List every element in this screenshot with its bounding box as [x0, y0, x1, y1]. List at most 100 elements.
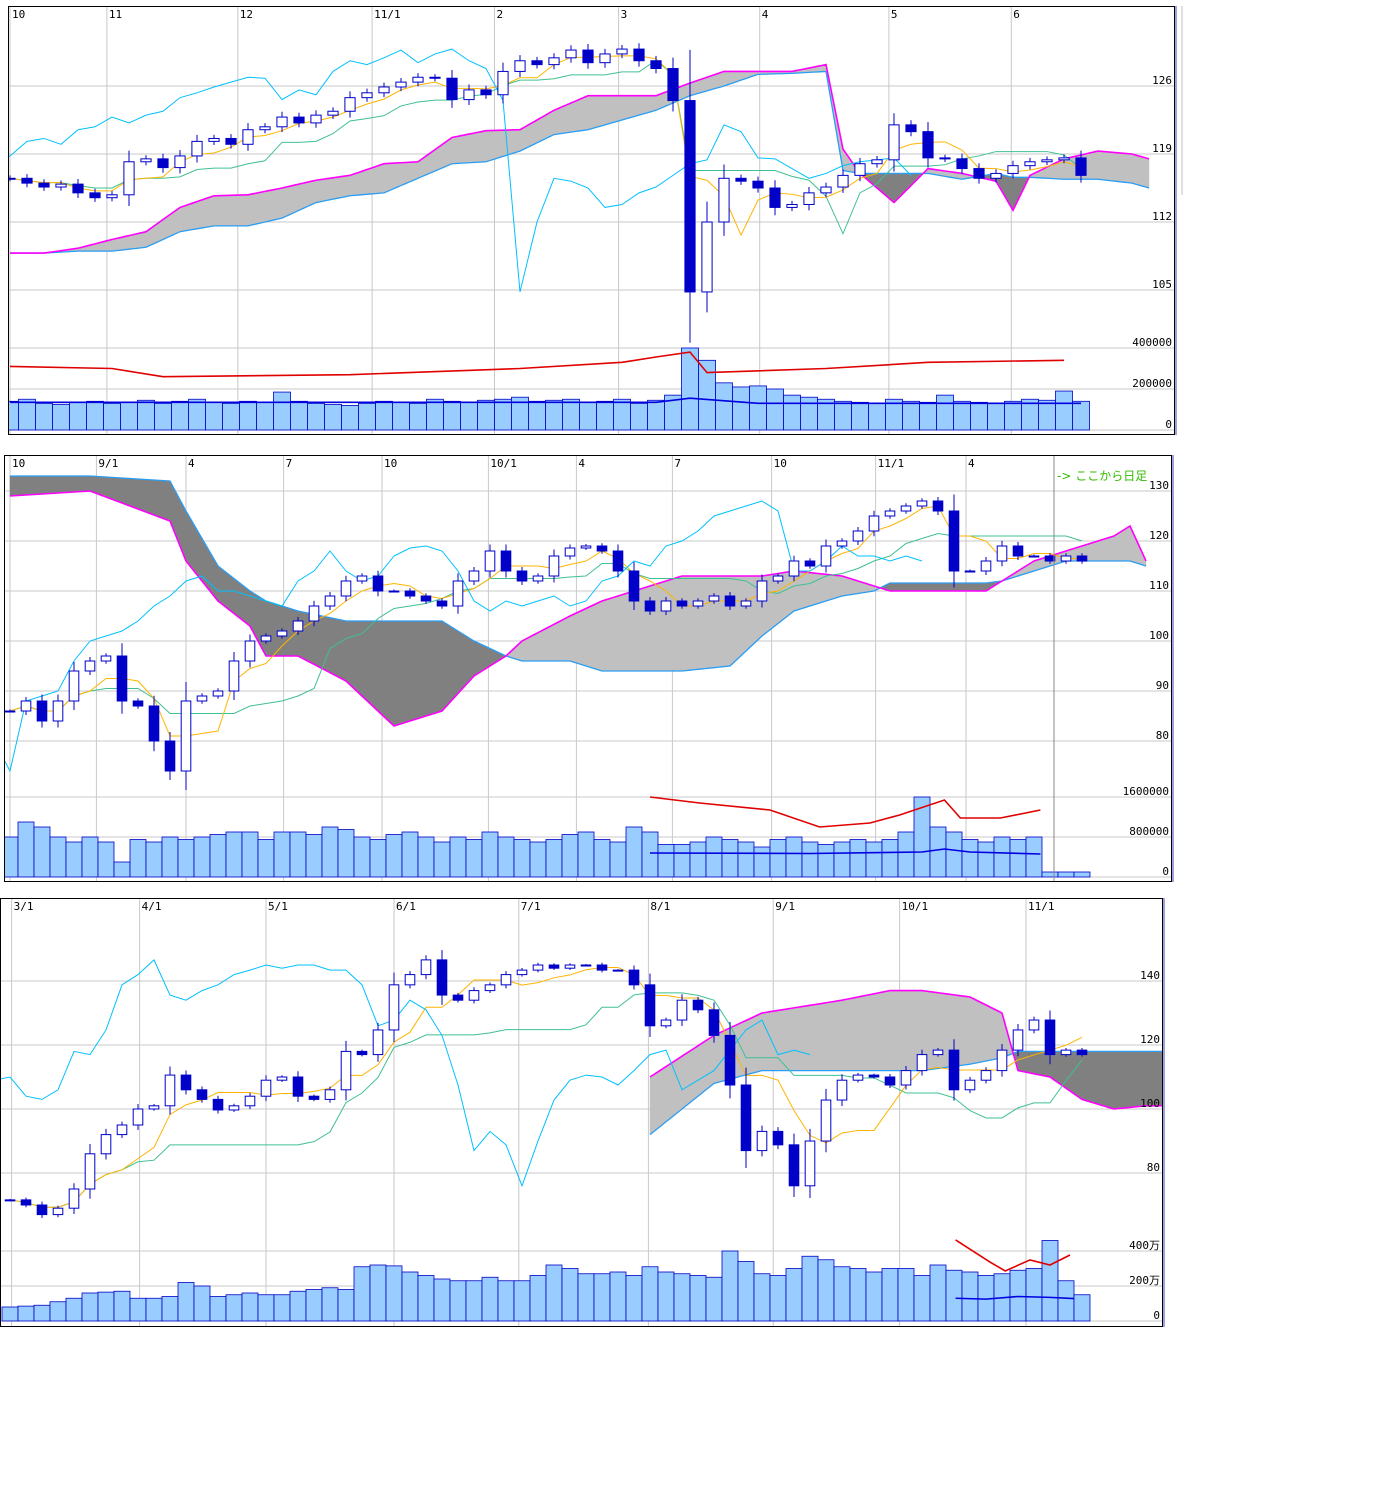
volume-bar: [737, 1261, 755, 1322]
volume-bar: [849, 839, 867, 878]
volume-bar: [641, 831, 659, 878]
cloud-segment: [833, 1000, 839, 1071]
volume-bar: [369, 1264, 387, 1322]
volume-bar: [513, 1280, 531, 1322]
candle: [772, 1127, 784, 1150]
candle: [564, 544, 576, 560]
cloud-segment: [465, 635, 471, 686]
cloud-segment: [218, 195, 223, 227]
volume-bar: [417, 836, 435, 878]
candle: [404, 588, 416, 599]
cloud-segment: [13, 475, 19, 497]
volume-axis-label: 0: [1153, 1309, 1160, 1322]
time-axis-label: 7: [286, 457, 293, 470]
cloud-segment: [1081, 1051, 1087, 1101]
candle-body-up: [324, 1089, 336, 1100]
volume-bar: [698, 359, 716, 431]
cloud-segment: [175, 206, 181, 235]
cloud-segment: [657, 581, 663, 672]
volume-bar: [113, 861, 131, 878]
candle-body-up: [820, 545, 832, 567]
cloud-segment: [532, 119, 538, 146]
cloud-segment: [829, 1001, 835, 1071]
plot-area: [8, 6, 1175, 435]
candle: [1041, 156, 1053, 166]
candle-body-up: [660, 600, 672, 612]
cloud-segment: [256, 191, 261, 225]
volume-bar: [401, 1271, 419, 1322]
cloud-segment: [601, 599, 607, 672]
candle-body-up: [191, 140, 203, 157]
candle: [123, 150, 135, 206]
cloud-segment: [157, 479, 163, 519]
candle-body-down: [612, 550, 624, 572]
volume-bar: [321, 1287, 339, 1322]
cloud-segment: [453, 628, 459, 699]
candle-body-up: [174, 155, 186, 169]
volume-bar: [289, 1290, 307, 1322]
candle: [836, 538, 848, 549]
candle-body-up: [599, 53, 611, 64]
candle: [516, 567, 528, 585]
candle: [1076, 1048, 1088, 1057]
candle-body-down: [788, 1144, 800, 1187]
cloud-segment: [653, 1071, 659, 1132]
candle: [340, 575, 352, 602]
volume-bar: [753, 1273, 771, 1322]
cloud-segment: [341, 619, 347, 682]
candle-body-up: [388, 590, 400, 593]
candle-body-down: [356, 1050, 368, 1056]
cloud-segment: [413, 620, 419, 721]
candle-body-up: [132, 1108, 144, 1126]
candle: [420, 955, 432, 980]
candle-body-down: [36, 700, 48, 722]
cloud-segment: [1025, 1051, 1031, 1074]
time-axis-label: 11/1: [1028, 900, 1055, 913]
price-axis-label: 80: [1156, 729, 1169, 742]
candle-body-up: [996, 545, 1008, 562]
candle: [1044, 1010, 1056, 1065]
cloud-segment: [375, 164, 380, 194]
cloud-segment: [185, 510, 191, 567]
candle: [308, 1094, 320, 1102]
candle: [888, 113, 900, 172]
cloud-segment: [197, 530, 203, 582]
volume-bar: [137, 399, 155, 431]
volume-bar: [817, 1259, 835, 1322]
candle-body-down: [446, 77, 458, 101]
candle: [21, 174, 33, 188]
time-axis-label: 7/1: [521, 900, 541, 913]
cloud-segment: [109, 476, 115, 501]
cloud-segment: [1110, 151, 1116, 182]
cloud-segment: [689, 81, 695, 97]
candle: [868, 1073, 880, 1079]
cloud-segment: [1045, 1051, 1051, 1078]
cloud-segment: [354, 172, 359, 196]
cloud-segment: [541, 628, 547, 662]
cloud-segment: [129, 478, 135, 508]
candle: [212, 688, 224, 699]
volume-bar: [657, 844, 675, 878]
candle-body-down: [667, 68, 679, 102]
candle-body-down: [36, 1204, 48, 1216]
cloud-segment: [929, 582, 935, 592]
candle: [293, 112, 305, 128]
candle-body-up: [100, 1134, 112, 1155]
candle: [667, 57, 679, 112]
volume-bar: [936, 394, 954, 431]
cloud-segment: [133, 233, 138, 249]
candle-body-up: [854, 163, 866, 176]
plot-background: [0, 898, 1163, 1327]
candle: [72, 179, 84, 198]
cloud-segment: [61, 475, 67, 494]
volume-bar: [385, 834, 403, 878]
cloud-segment: [161, 480, 167, 520]
cloud-segment: [562, 104, 567, 134]
cloud-segment: [468, 132, 474, 164]
candle: [372, 1022, 384, 1062]
cloud-segment: [677, 575, 683, 672]
cloud-segment: [953, 582, 959, 592]
candle: [922, 122, 934, 168]
cloud-segment: [641, 586, 647, 672]
cloud-segment: [230, 194, 236, 227]
